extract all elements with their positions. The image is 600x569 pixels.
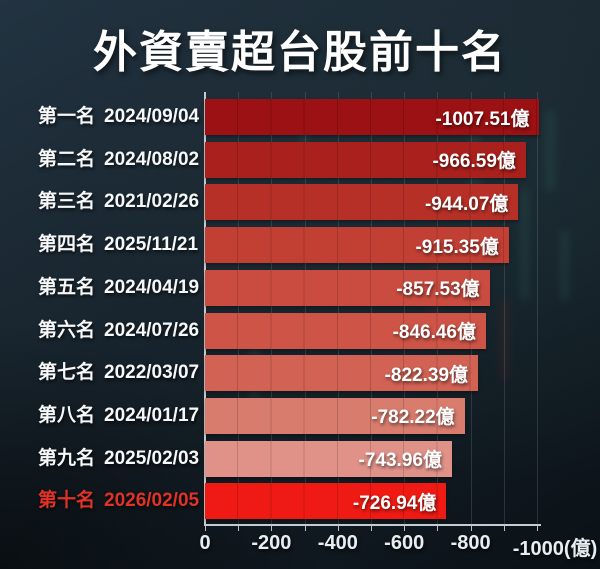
value-label: -1007.51億 xyxy=(435,108,530,130)
x-axis-tick-label: -1000(億) xyxy=(512,538,598,560)
value-label: -846.46億 xyxy=(392,322,477,343)
date-label: 2024/04/19 xyxy=(104,276,200,298)
bar: -743.96億 xyxy=(205,440,452,477)
bar-rows: 第一名 2024/09/04 -1007.51億 第二名 2024/08/02 … xyxy=(0,99,600,524)
bar-row: 第三名 2021/02/26 -944.07億 xyxy=(0,184,600,221)
rank-label: 第六名 xyxy=(38,319,96,341)
bar: -915.35億 xyxy=(205,227,509,264)
date-label: 2026/02/05 xyxy=(104,490,200,512)
rank-label: 第九名 xyxy=(38,447,96,469)
background-candle xyxy=(500,300,509,380)
value-label: -966.59億 xyxy=(432,151,516,173)
x-axis-tick xyxy=(238,526,240,531)
date-label: 2025/02/03 xyxy=(104,447,200,469)
date-label: 2021/02/26 xyxy=(104,191,200,213)
rank-label: 第七名 xyxy=(38,362,96,384)
bar-row: 第二名 2024/08/02 -966.59億 xyxy=(0,141,600,178)
bar-row: 第七名 2022/03/07 -822.39億 xyxy=(0,355,600,392)
x-axis-tick xyxy=(437,526,439,531)
rank-label: 第五名 xyxy=(38,276,96,298)
x-axis-tick xyxy=(304,526,306,531)
gridline xyxy=(470,92,472,524)
x-axis-tick xyxy=(271,526,273,531)
bar-row: 第五名 2024/04/19 -857.53億 xyxy=(0,269,600,306)
x-axis-tick xyxy=(205,526,206,531)
x-axis-tick-label: -200 xyxy=(251,532,292,554)
value-label: -782.22億 xyxy=(371,407,455,429)
x-axis-tick xyxy=(503,526,505,531)
value-label: -822.39億 xyxy=(384,364,469,386)
bar: -857.53億 xyxy=(205,269,490,306)
gridline xyxy=(503,92,505,524)
bar: -782.22億 xyxy=(205,397,465,434)
bar: -944.07億 xyxy=(205,184,519,221)
gridline xyxy=(437,92,439,524)
x-axis-tick xyxy=(337,526,339,531)
x-axis-tick-label: -600 xyxy=(384,532,425,554)
bar-row: 第十名 2026/02/05 -726.94億 xyxy=(0,483,600,520)
bar-row: 第八名 2024/01/17 -782.22億 xyxy=(0,397,600,434)
value-label: -857.53億 xyxy=(396,279,480,301)
x-axis-tick-label: 0 xyxy=(199,532,211,554)
y-axis-line xyxy=(204,92,206,526)
gridline xyxy=(537,92,538,524)
value-label: -944.07億 xyxy=(424,193,509,215)
gridline xyxy=(337,92,339,524)
gridline xyxy=(371,92,372,524)
bar-row: 第一名 2024/09/04 -1007.51億 xyxy=(0,99,600,135)
date-label: 2025/11/21 xyxy=(104,234,199,256)
gridline xyxy=(304,92,306,524)
x-axis-tick-label: -400 xyxy=(317,532,358,554)
bar: -822.39億 xyxy=(205,355,479,392)
value-label: -726.94億 xyxy=(352,492,437,514)
bar: -846.46億 xyxy=(205,312,487,349)
rank-label: 第八名 xyxy=(38,404,96,426)
background-candle xyxy=(520,190,529,300)
date-label: 2024/08/02 xyxy=(104,148,200,170)
x-axis-line xyxy=(204,524,541,526)
background-candle xyxy=(560,230,569,300)
bar-row: 第四名 2025/11/21 -915.35億 xyxy=(0,227,600,264)
bar: -1007.51億 xyxy=(205,99,540,135)
rank-label: 第十名 xyxy=(38,490,96,512)
background-candle xyxy=(545,110,555,190)
date-label: 2024/09/04 xyxy=(104,106,200,127)
chart-title: 外資賣超台股前十名 xyxy=(93,28,507,77)
bar-row: 第九名 2025/02/03 -743.96億 xyxy=(0,440,600,477)
x-axis-tick xyxy=(470,526,472,531)
gridline xyxy=(271,92,273,524)
rank-label: 第四名 xyxy=(38,234,96,256)
bar-row: 第六名 2024/07/26 -846.46億 xyxy=(0,312,600,349)
date-label: 2022/03/07 xyxy=(104,362,200,384)
rank-label: 第三名 xyxy=(38,191,96,213)
x-axis-tick xyxy=(537,526,538,531)
date-label: 2024/01/17 xyxy=(104,404,200,426)
bar: -966.59億 xyxy=(205,141,526,178)
bar: -726.94億 xyxy=(205,483,447,520)
value-label: -915.35億 xyxy=(415,236,499,258)
value-label: -743.96億 xyxy=(358,450,442,472)
date-label: 2024/07/26 xyxy=(104,319,200,341)
rank-label: 第二名 xyxy=(38,148,96,170)
plot-area: 0 -200 -400 -600 -800 -1000(億) xyxy=(199,92,597,560)
x-axis-tick xyxy=(404,526,406,531)
rank-label: 第一名 xyxy=(38,106,96,127)
gridline xyxy=(404,92,406,524)
x-axis-tick xyxy=(371,526,372,531)
gridline xyxy=(238,92,240,524)
x-axis-tick-label: -800 xyxy=(450,532,491,554)
